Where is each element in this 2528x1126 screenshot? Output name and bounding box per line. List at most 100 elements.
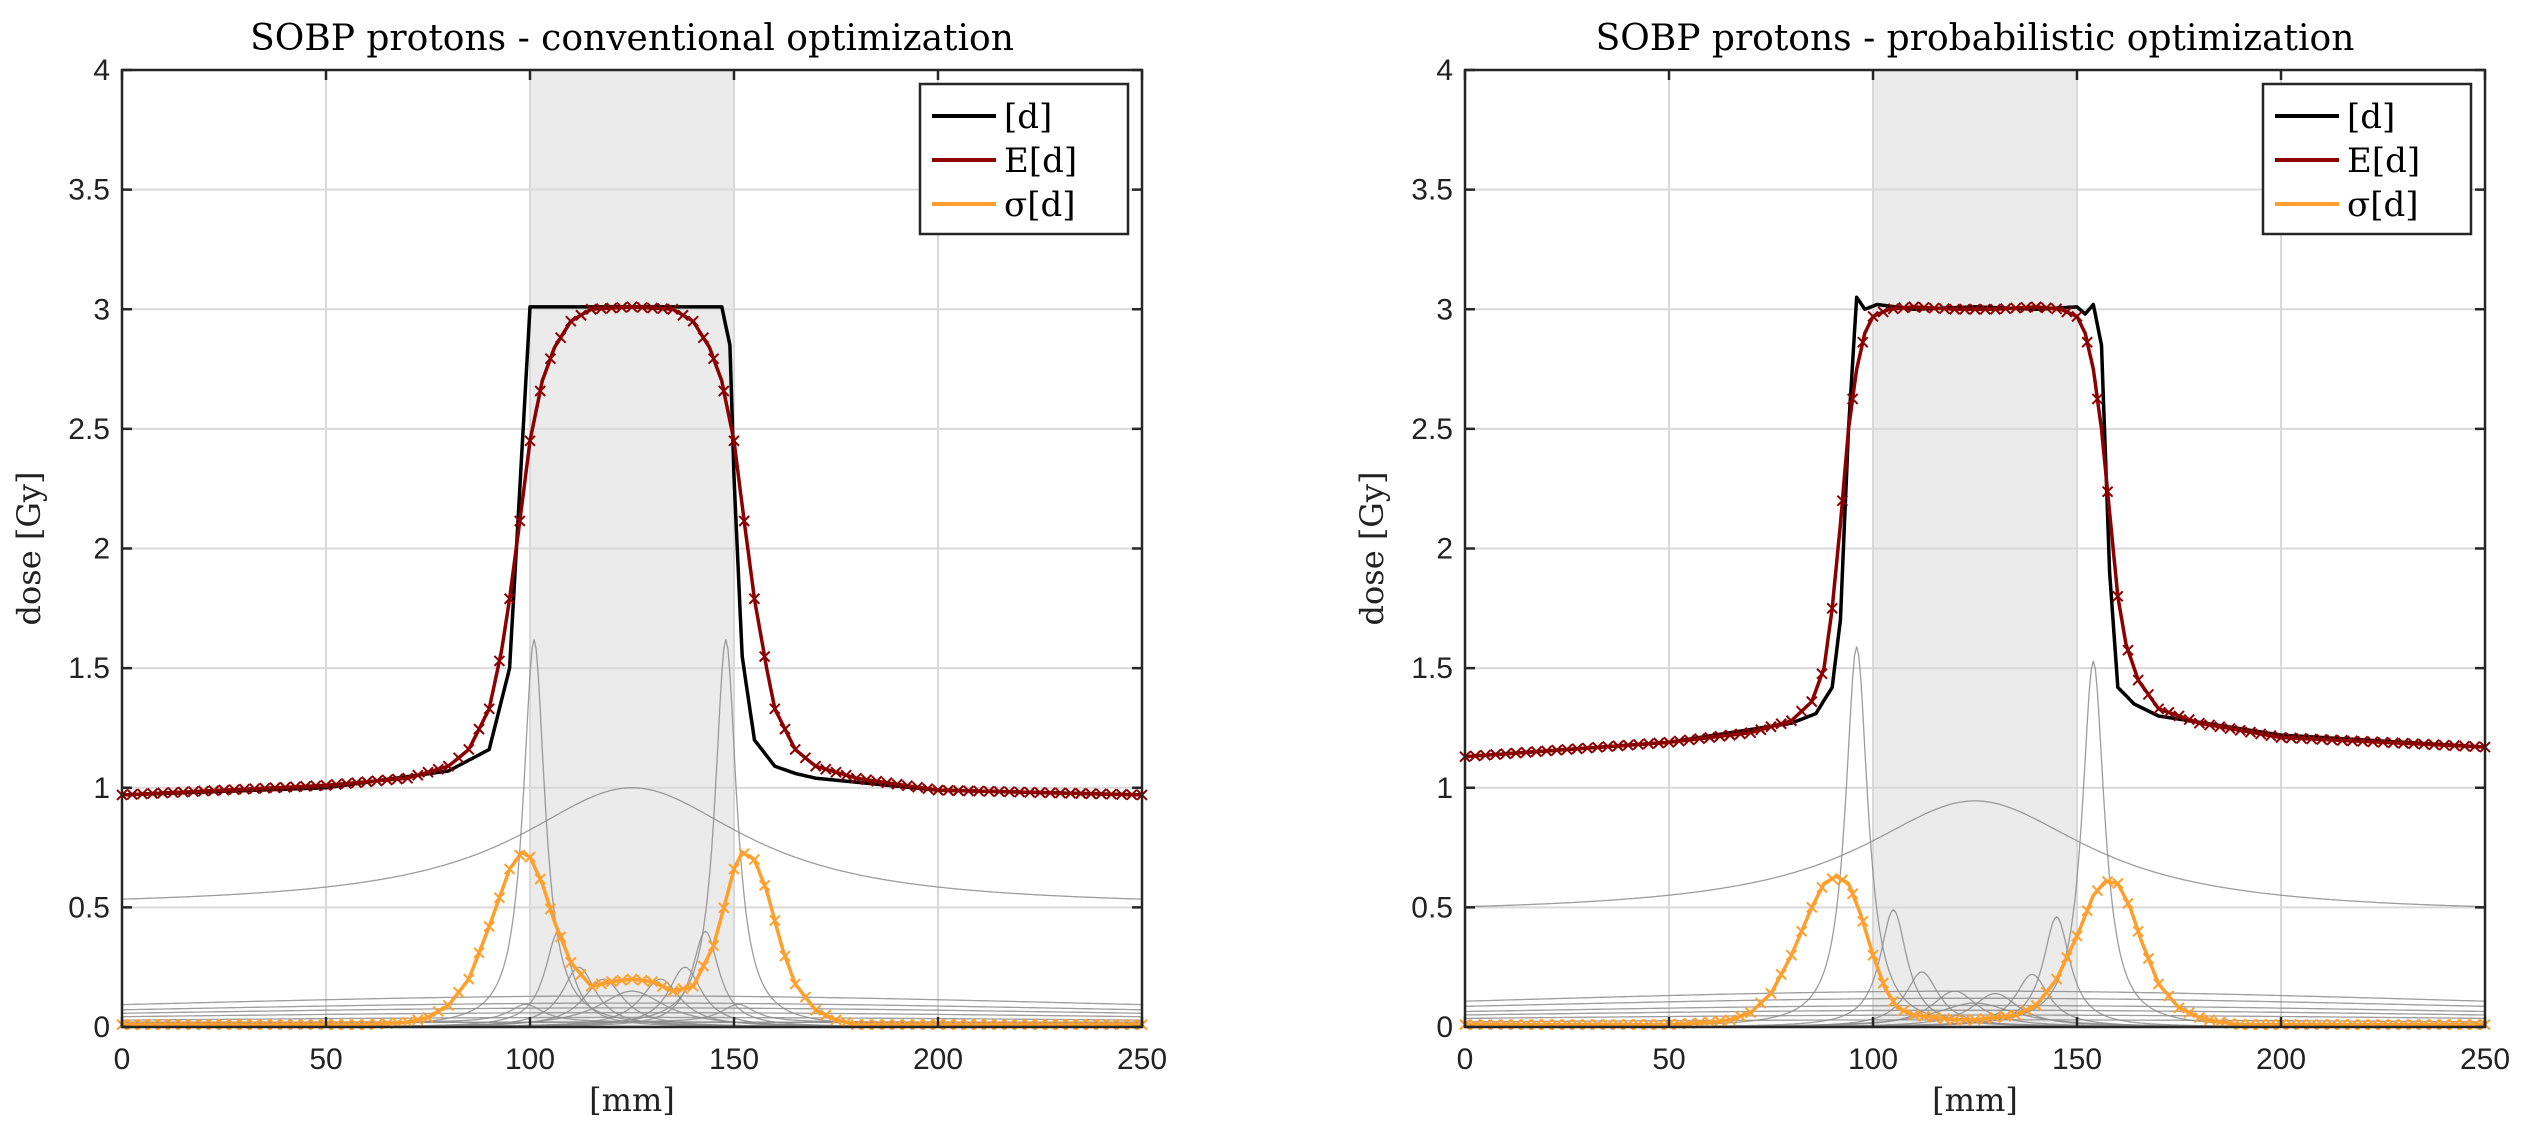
legend-label: σ[d] [1004,185,1076,225]
data-point [1979,303,1991,315]
data-point [432,1005,444,1018]
data-point [1510,747,1522,759]
data-point [473,947,485,959]
data-point [2214,1016,2226,1028]
data-point [2173,710,2185,722]
data-point [1846,888,1859,900]
data-point [1571,743,1583,755]
data-point [238,783,251,795]
data-point [932,784,944,796]
data-point [483,703,495,715]
data-point [922,782,934,795]
data-point [2265,730,2277,742]
data-point [1785,949,1798,961]
data-point [422,766,434,778]
data-point [2040,986,2053,999]
data-point [2010,1009,2022,1021]
data-point [187,785,200,798]
data-point [1530,745,1543,758]
data-point [2305,733,2318,745]
data-point [656,302,669,315]
data-point [1683,734,1696,746]
data-point [432,763,444,775]
data-point [2152,978,2165,990]
data-point [993,785,1005,798]
data-point [1918,1010,1930,1022]
data-point [2326,734,2338,746]
data-point [850,772,863,784]
data-point [2336,734,2348,747]
y-tick-label: 4 [1436,54,1453,87]
data-point [758,879,771,892]
data-point [1642,738,1655,750]
data-point [646,975,659,988]
data-point [279,781,291,793]
data-point [401,1016,414,1028]
data-point [2091,393,2104,405]
legend-label: [d] [1004,97,1052,137]
data-point [2214,721,2226,733]
data-point [840,769,852,781]
x-tick-label: 50 [1652,1043,1685,1076]
data-point [636,974,648,987]
data-point [340,777,353,790]
data-point [820,763,832,775]
data-point [1489,748,1502,761]
data-point [1795,705,1808,717]
data-point [503,593,516,605]
legend-label: E[d] [2347,141,2420,181]
scenario-curve [1465,800,2485,908]
chart-panel-2: 0 50 100 150 200 250 0 0.5 1 1.5 2 2.5 3 3.5 4 SOBP pro… [1353,18,2510,1119]
data-point [2407,738,2420,750]
data-point [524,851,536,863]
data-point [310,780,322,792]
data-point [2316,733,2328,746]
scenario-curve [1465,1004,2485,1013]
data-point [2020,301,2032,314]
y-tick-label: 3 [1436,293,1453,326]
x-axis-label: [mm] [589,1081,675,1119]
data-point [769,703,781,715]
data-point [1085,788,1097,800]
data-point [1877,306,1889,318]
data-point [1693,732,1706,745]
data-point [146,787,159,800]
data-point [2122,897,2134,910]
data-point [738,515,750,527]
data-point [1948,1014,1961,1026]
data-point [575,968,587,981]
data-point [860,773,873,786]
data-point [891,778,903,790]
data-point [1938,302,1951,315]
data-point [2142,688,2155,701]
y-tick-label: 2.5 [1411,413,1453,446]
data-point [350,776,363,789]
data-point [126,788,138,801]
scenario-curve [122,787,1142,900]
data-point [1673,735,1685,747]
y-tick-label: 0 [1436,1011,1453,1044]
data-point [799,991,812,1003]
data-point [2152,703,2165,715]
y-tick-label: 3 [93,293,110,326]
data-point [2285,732,2297,744]
data-point [1836,874,1849,886]
data-point [983,785,995,798]
series-2 [116,301,1148,801]
data-point [2101,875,2114,888]
data-point [728,863,740,875]
data-point [575,309,587,321]
data-point [1806,901,1818,914]
data-point [524,435,536,447]
data-point [1775,718,1787,730]
data-point [2163,706,2175,719]
data-point [1500,748,1512,760]
data-point [2397,737,2410,749]
chart-panel-1: 0 50 100 150 200 250 0 0.5 1 1.5 2 2.5 3 3.5 4 SOBP pro… [10,18,1167,1119]
data-point [177,786,189,798]
data-point [503,863,516,875]
data-point [1054,787,1067,799]
data-point [1115,788,1128,801]
data-point [738,847,750,860]
data-point [1632,738,1645,751]
